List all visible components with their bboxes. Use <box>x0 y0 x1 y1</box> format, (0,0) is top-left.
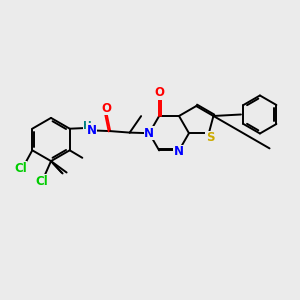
Text: S: S <box>206 131 214 144</box>
Text: N: N <box>144 127 154 140</box>
Text: N: N <box>87 124 97 137</box>
Text: H: H <box>83 121 92 131</box>
Text: O: O <box>101 102 111 115</box>
Text: O: O <box>154 86 164 99</box>
Text: N: N <box>173 146 183 158</box>
Text: Cl: Cl <box>35 175 48 188</box>
Text: Cl: Cl <box>14 162 27 175</box>
